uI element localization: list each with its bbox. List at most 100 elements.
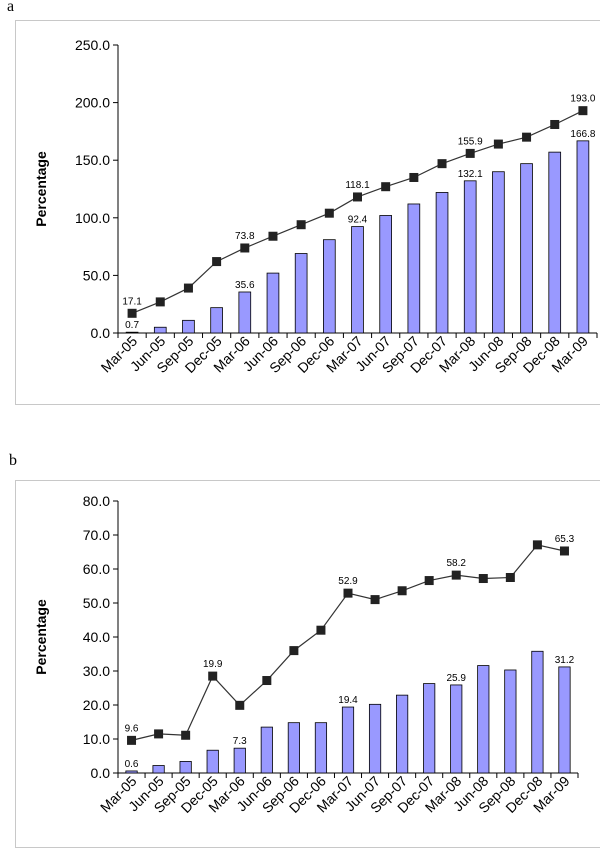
bar — [238, 291, 252, 334]
bar-data-label: 25.9 — [447, 673, 467, 684]
line-data-label: 155.9 — [458, 136, 483, 147]
line-point-marker — [316, 625, 326, 635]
line-point-marker — [353, 192, 362, 202]
line-point-marker — [183, 283, 193, 293]
y-tick-label: 0.0 — [91, 765, 111, 781]
y-tick-label: 70.0 — [83, 527, 110, 543]
chart-frame-b — [15, 480, 600, 848]
line-point-marker — [578, 106, 588, 116]
line-point-marker — [154, 729, 164, 739]
chart-a: 0.050.0100.0150.0200.0250.0PercentageMar… — [33, 37, 598, 376]
line-data-label: 58.2 — [447, 558, 467, 569]
bar — [323, 239, 336, 334]
line-point-marker — [212, 257, 222, 267]
y-tick-label: 100.0 — [75, 210, 110, 226]
line-point-marker — [289, 646, 299, 656]
bar — [368, 703, 382, 774]
line-point-marker — [208, 671, 218, 681]
bar — [210, 307, 223, 334]
line-point-marker — [324, 208, 334, 218]
bar — [351, 226, 364, 334]
bar — [179, 761, 192, 774]
line-point-marker — [550, 119, 560, 129]
line-point-marker — [437, 159, 447, 169]
bar-data-label: 92.4 — [348, 215, 368, 226]
line-point-marker — [397, 586, 407, 596]
panel-label-a: a — [7, 0, 15, 15]
bar — [463, 180, 477, 334]
panel-label-b: b — [9, 452, 17, 469]
line-point-marker — [381, 182, 391, 192]
bar — [407, 203, 421, 334]
bar — [435, 192, 449, 334]
bar — [477, 665, 490, 774]
bar — [341, 706, 355, 774]
line-point-marker — [478, 574, 488, 584]
bar — [125, 770, 138, 774]
bar — [206, 749, 219, 774]
bar — [379, 215, 392, 334]
bar — [287, 722, 300, 774]
bar-data-label: 31.2 — [555, 655, 575, 666]
bar-data-label: 35.6 — [235, 280, 255, 291]
bar-data-label: 7.3 — [233, 736, 247, 747]
line-point-marker — [424, 576, 434, 586]
y-axis-title: Percentage — [33, 599, 49, 675]
line-data-label: 17.1 — [122, 296, 142, 307]
line-point-marker — [155, 297, 165, 307]
line-point-marker — [505, 573, 515, 582]
y-tick-label: 80.0 — [83, 493, 110, 509]
bar — [504, 669, 517, 774]
y-tick-label: 10.0 — [83, 731, 110, 747]
bar — [520, 163, 533, 334]
line-point-marker — [370, 595, 380, 605]
bar — [423, 683, 436, 774]
bar-data-label: 166.8 — [570, 129, 595, 140]
chart-b: 0.0 10.0 20.0 30.0 40.0 50.0 60.0 70.0 80.0 Perce… — [33, 493, 579, 816]
y-tick-label: 200.0 — [75, 95, 110, 111]
y-tick-label: 150.0 — [75, 152, 110, 168]
bar — [548, 151, 562, 334]
line-point-marker — [493, 139, 503, 149]
line-point-marker — [127, 308, 137, 318]
line-data-label: 19.9 — [203, 659, 223, 670]
y-tick-label: 40.0 — [83, 629, 110, 645]
bar — [450, 684, 463, 774]
line-data-label: 73.8 — [235, 231, 255, 242]
bar — [531, 650, 544, 774]
line-point-marker — [409, 172, 419, 182]
bar — [266, 272, 280, 334]
bar — [314, 722, 328, 774]
line-point-marker — [451, 570, 461, 580]
bar — [558, 666, 571, 774]
line-point-marker — [465, 148, 475, 158]
line-data-label: 52.9 — [338, 576, 358, 587]
bar — [492, 171, 505, 334]
y-tick-label: 0.0 — [91, 325, 111, 341]
bar-data-label: 0.6 — [125, 759, 139, 770]
line-point-marker — [532, 540, 542, 550]
line-point-marker — [296, 220, 306, 230]
line-point-marker — [235, 700, 245, 710]
line-point-marker — [522, 132, 532, 142]
line-point-marker — [343, 588, 353, 598]
y-tick-label: 50.0 — [83, 595, 110, 611]
line-data-label: 9.6 — [125, 723, 139, 734]
y-tick-label: 60.0 — [83, 561, 110, 577]
line-point-marker — [262, 676, 272, 686]
line-point-marker — [268, 231, 278, 241]
line-point-marker — [127, 735, 137, 745]
y-tick-label: 20.0 — [83, 697, 110, 713]
bar — [396, 694, 409, 774]
y-tick-label: 30.0 — [83, 663, 110, 679]
line-point-marker — [559, 546, 569, 556]
bar — [152, 765, 165, 774]
y-axis-title: Percentage — [33, 151, 49, 227]
line-point-marker — [240, 243, 250, 253]
line-data-label: 65.3 — [555, 534, 575, 545]
y-tick-label: 50.0 — [83, 267, 110, 283]
bar — [233, 747, 246, 774]
bar — [576, 140, 590, 334]
bar-data-label: 19.4 — [338, 695, 358, 706]
